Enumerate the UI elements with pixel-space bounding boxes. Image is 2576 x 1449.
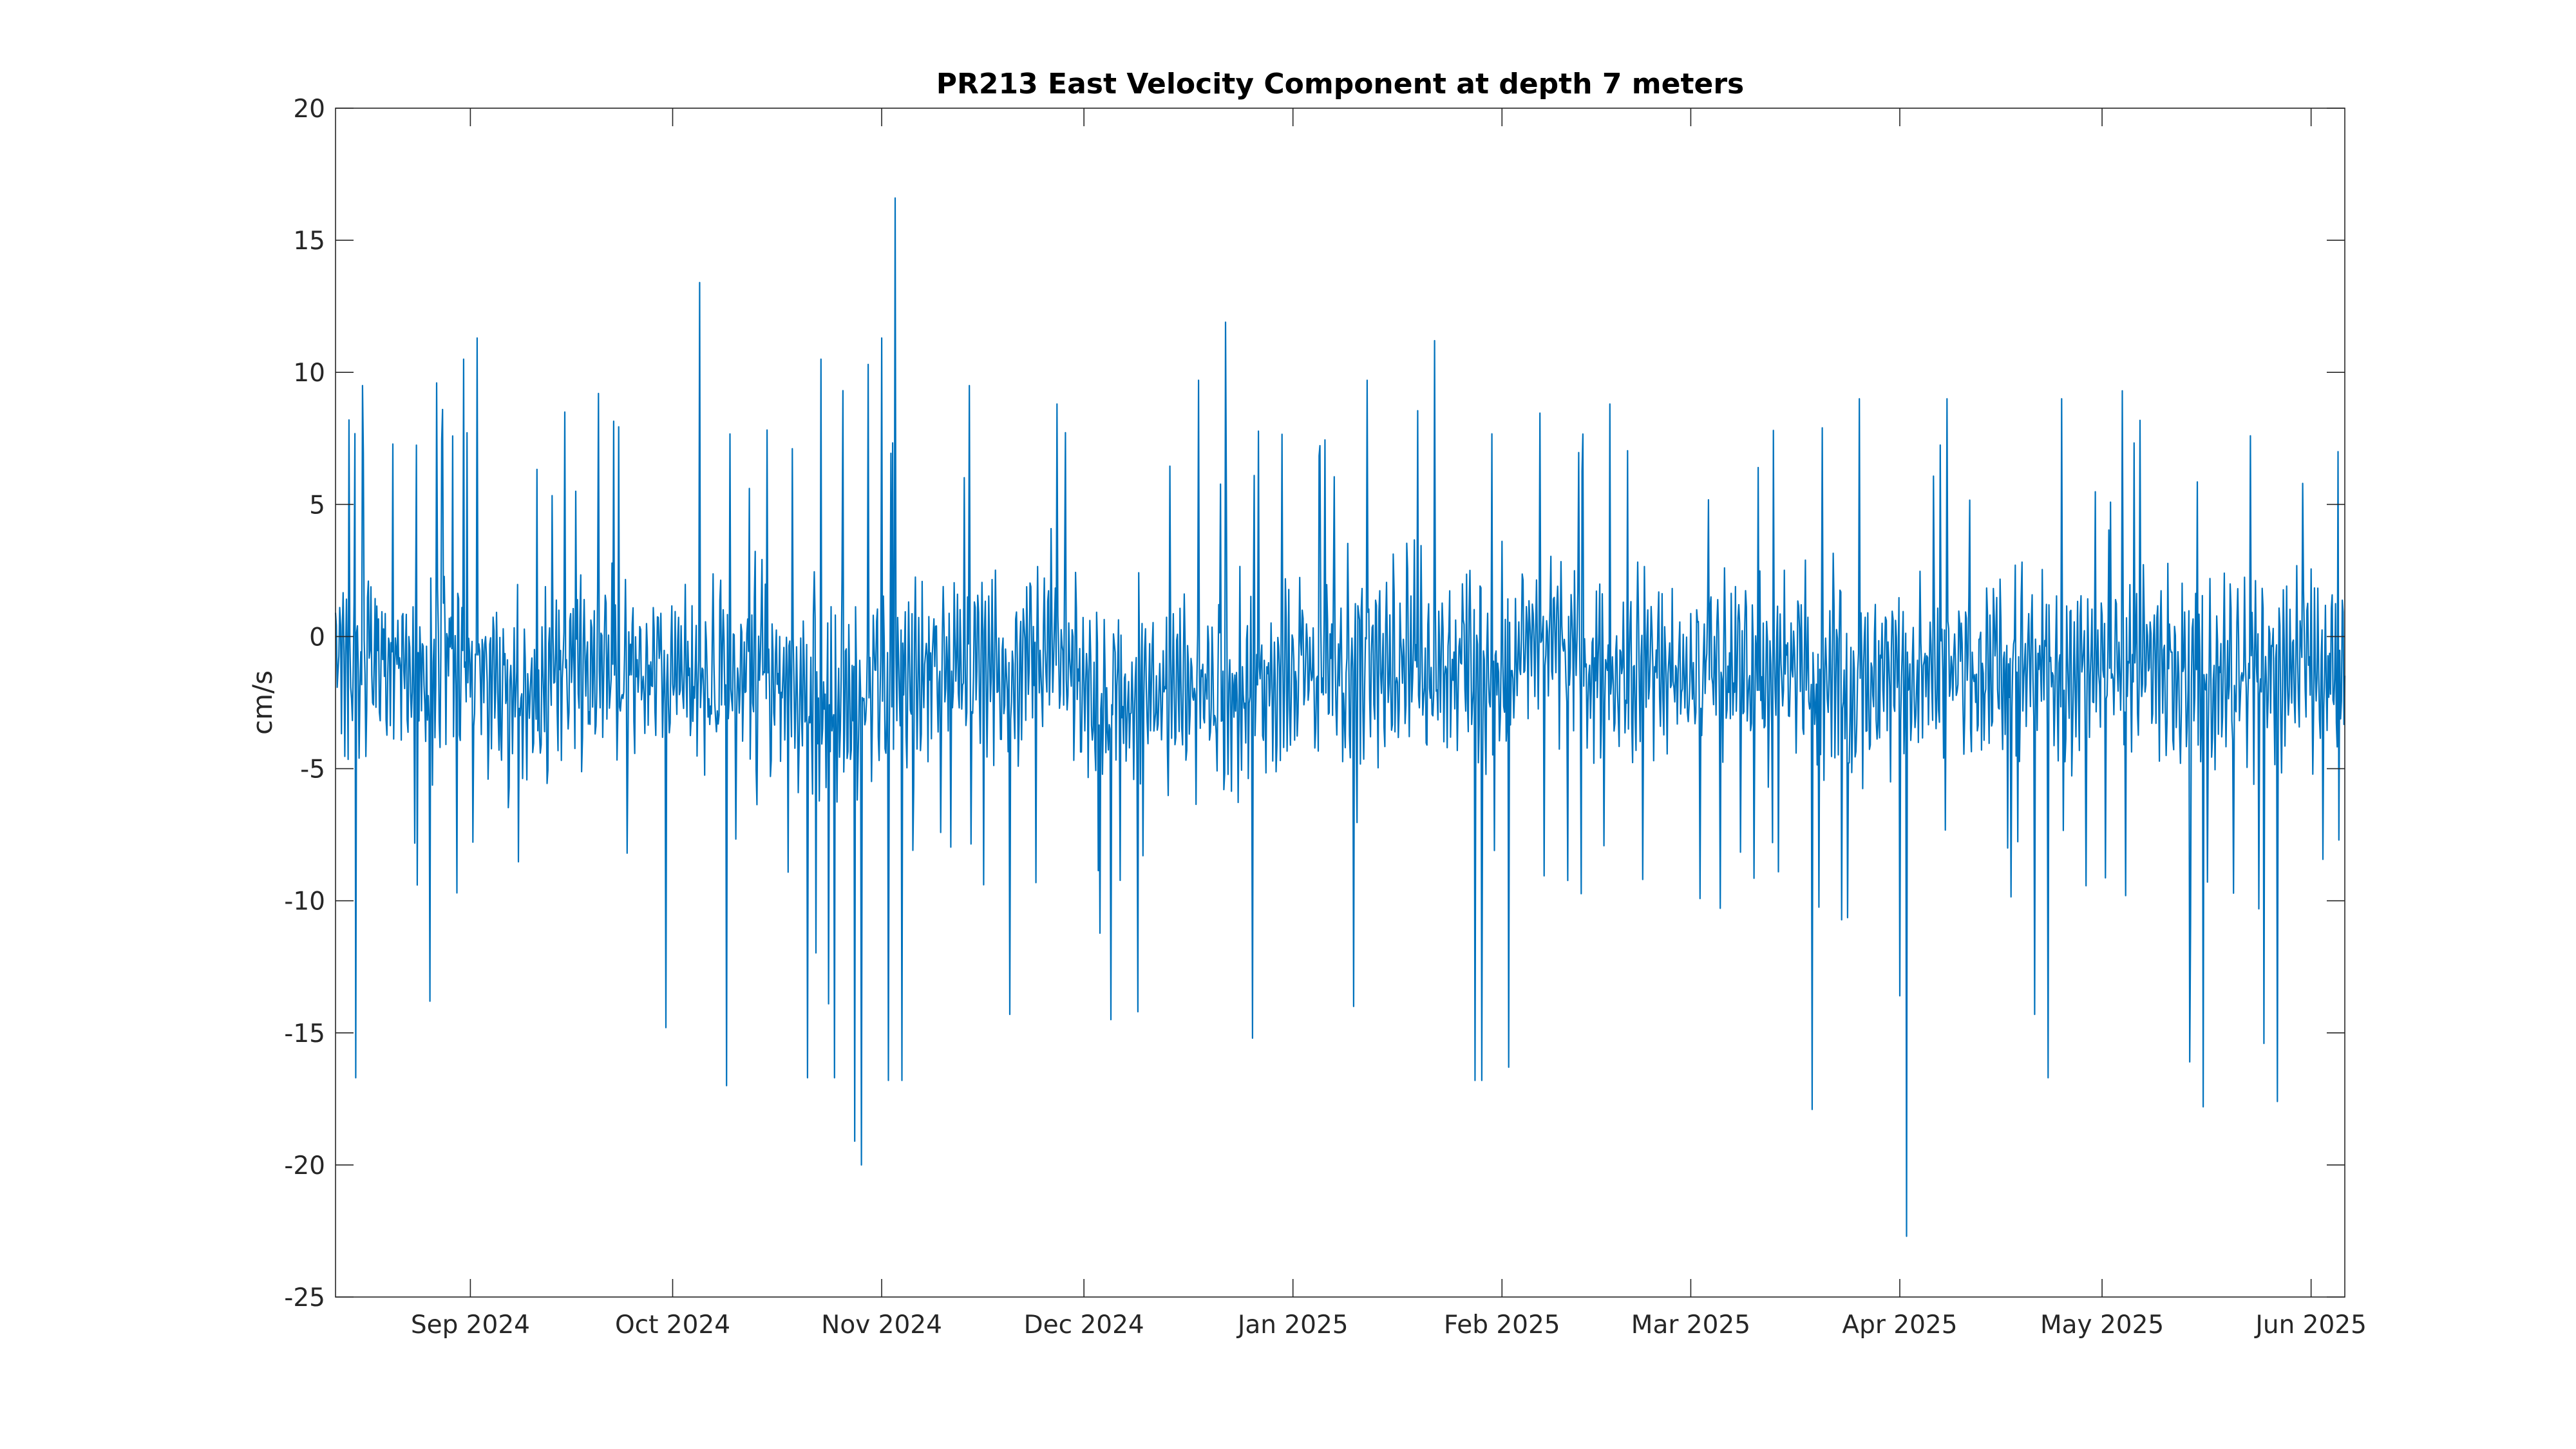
series-line-group (334, 197, 2346, 1237)
x-tick-label: Dec 2024 (1024, 1311, 1144, 1340)
x-tick-label: Sep 2024 (411, 1311, 530, 1340)
y-tick-label: 5 (309, 491, 325, 520)
chart-title: PR213 East Velocity Component at depth 7… (936, 68, 1744, 100)
y-axis-label: cm/s (247, 670, 278, 735)
velocity-series-line (334, 197, 2346, 1237)
plot-box (335, 108, 2345, 1298)
y-tick-label: -15 (284, 1019, 325, 1048)
x-tick-label: May 2025 (2040, 1311, 2164, 1340)
y-tick-label: 15 (293, 227, 325, 256)
x-tick-label: Oct 2024 (615, 1311, 730, 1340)
y-axis: 20 15 10 5 0 -5 -10 -15 -20 -25 (284, 95, 2345, 1312)
y-tick-label: 10 (293, 359, 325, 388)
y-tick-label: -20 (284, 1151, 325, 1180)
x-tick-label: Jun 2025 (2253, 1311, 2367, 1340)
x-tick-label: Nov 2024 (821, 1311, 942, 1340)
y-tick-label: -25 (284, 1283, 325, 1312)
x-tick-label: Mar 2025 (1631, 1311, 1750, 1340)
x-tick-label: Jan 2025 (1236, 1311, 1349, 1340)
x-axis: Sep 2024 Oct 2024 Nov 2024 Dec 2024 Jan 2025… (411, 108, 2367, 1340)
y-tick-label: -10 (284, 887, 325, 916)
y-tick-label: 0 (309, 623, 325, 652)
x-tick-label: Apr 2025 (1842, 1311, 1957, 1340)
y-tick-label: 20 (293, 95, 325, 124)
x-tick-label: Feb 2025 (1444, 1311, 1560, 1340)
y-tick-label: -5 (300, 755, 325, 784)
plot-background (336, 108, 2345, 1297)
